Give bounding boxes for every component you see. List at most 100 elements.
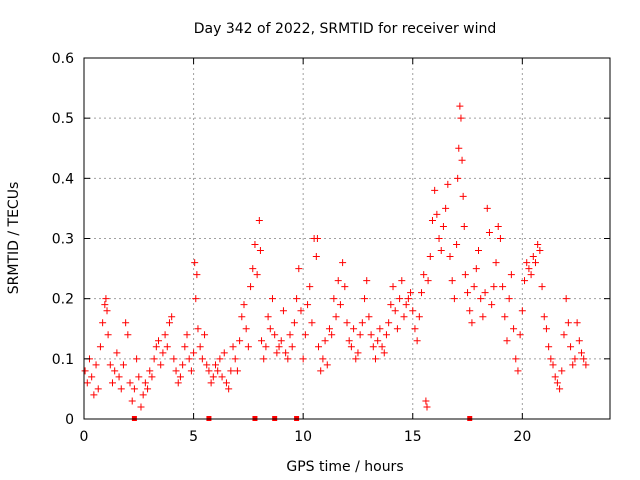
data-point-152 xyxy=(402,301,410,309)
data-point-89 xyxy=(266,325,274,333)
data-point-140 xyxy=(376,325,384,333)
data-point-160 xyxy=(420,271,428,279)
data-point-74 xyxy=(236,337,244,345)
data-point-51 xyxy=(190,349,198,357)
data-point-233 xyxy=(569,361,577,369)
data-point-78 xyxy=(244,343,252,351)
data-point-11 xyxy=(103,307,111,315)
data-point-165 xyxy=(428,216,436,224)
data-point-234 xyxy=(571,355,579,363)
x-tick-label: 0 xyxy=(80,429,89,445)
data-point-45 xyxy=(176,373,184,381)
data-point-229 xyxy=(560,331,568,339)
data-point-62 xyxy=(209,373,217,381)
data-point-10 xyxy=(102,295,110,303)
data-point-131 xyxy=(356,331,364,339)
data-point-173 xyxy=(446,253,454,261)
data-point-97 xyxy=(284,355,292,363)
data-point-209 xyxy=(516,331,524,339)
data-point-145 xyxy=(387,301,395,309)
data-point-52 xyxy=(191,259,199,267)
data-point-71 xyxy=(229,343,237,351)
data-point-216 xyxy=(531,259,539,267)
data-point-139 xyxy=(374,337,382,345)
data-point-180 xyxy=(457,114,465,122)
data-point-225 xyxy=(551,373,559,381)
data-points xyxy=(81,102,590,421)
data-point-106 xyxy=(304,301,312,309)
data-point-235 xyxy=(573,319,581,327)
data-point-34 xyxy=(152,343,160,351)
y-tick-label: 0.4 xyxy=(52,171,74,187)
data-point-38 xyxy=(161,331,169,339)
data-point-50 xyxy=(187,367,195,375)
data-point-126 xyxy=(345,337,353,345)
data-point-93 xyxy=(275,343,283,351)
data-point-99 xyxy=(288,343,296,351)
data-point-22 xyxy=(126,379,134,387)
data-point-5 xyxy=(92,361,100,369)
data-point-132 xyxy=(358,319,366,327)
data-point-68 xyxy=(222,379,230,387)
data-point-158 xyxy=(415,313,423,321)
data-point-60 xyxy=(205,367,213,375)
data-point-154 xyxy=(407,289,415,297)
data-point-210 xyxy=(518,307,526,315)
y-tick-label: 0 xyxy=(65,412,74,428)
data-point-156 xyxy=(411,325,419,333)
data-point-189 xyxy=(472,265,480,273)
data-point-175 xyxy=(450,295,458,303)
data-point-1 xyxy=(83,379,91,387)
data-point-120 xyxy=(332,313,340,321)
data-point-4 xyxy=(90,391,98,399)
data-point-72 xyxy=(231,355,239,363)
data-point-221 xyxy=(542,325,550,333)
y-tick-label: 0.1 xyxy=(52,352,74,368)
data-point-65 xyxy=(216,355,224,363)
data-point-82 xyxy=(253,271,261,279)
data-point-26 xyxy=(135,373,143,381)
data-point-15 xyxy=(111,367,119,375)
data-point-167 xyxy=(433,210,441,218)
data-point-98 xyxy=(286,331,294,339)
data-point-197 xyxy=(490,283,498,291)
data-point-227 xyxy=(556,385,564,393)
data-point-226 xyxy=(553,379,561,387)
y-tick-label: 0.6 xyxy=(52,51,74,67)
data-point-183 xyxy=(460,222,468,230)
data-point-232 xyxy=(567,343,575,351)
data-point-31 xyxy=(146,367,154,375)
data-point-142 xyxy=(380,349,388,357)
data-point-86 xyxy=(260,355,268,363)
x-tick-label: 15 xyxy=(404,429,422,445)
data-point-213 xyxy=(525,265,533,273)
data-point-125 xyxy=(343,319,351,327)
data-point-222 xyxy=(545,343,553,351)
data-point-32 xyxy=(148,373,156,381)
data-point-28 xyxy=(139,391,147,399)
data-point-223 xyxy=(547,355,555,363)
data-point-20 xyxy=(122,319,130,327)
data-point-151 xyxy=(400,313,408,321)
data-point-153 xyxy=(404,295,412,303)
data-point-30 xyxy=(144,385,152,393)
y-tick-label: 0.5 xyxy=(52,111,74,127)
data-point-95 xyxy=(279,307,287,315)
data-point-187 xyxy=(468,319,476,327)
data-point-155 xyxy=(409,307,417,315)
data-point-198 xyxy=(492,259,500,267)
data-point-47 xyxy=(181,343,189,351)
data-point-61 xyxy=(207,379,215,387)
data-point-113 xyxy=(317,367,325,375)
data-point-199 xyxy=(494,222,502,230)
data-point-40 xyxy=(165,319,173,327)
data-point-161 xyxy=(422,397,430,405)
data-point-195 xyxy=(485,228,493,236)
data-point-188 xyxy=(470,283,478,291)
data-point-39 xyxy=(163,343,171,351)
data-point-36 xyxy=(157,361,165,369)
data-point-202 xyxy=(501,313,509,321)
data-point-149 xyxy=(396,295,404,303)
data-point-239 xyxy=(582,361,590,369)
data-point-88 xyxy=(264,313,272,321)
